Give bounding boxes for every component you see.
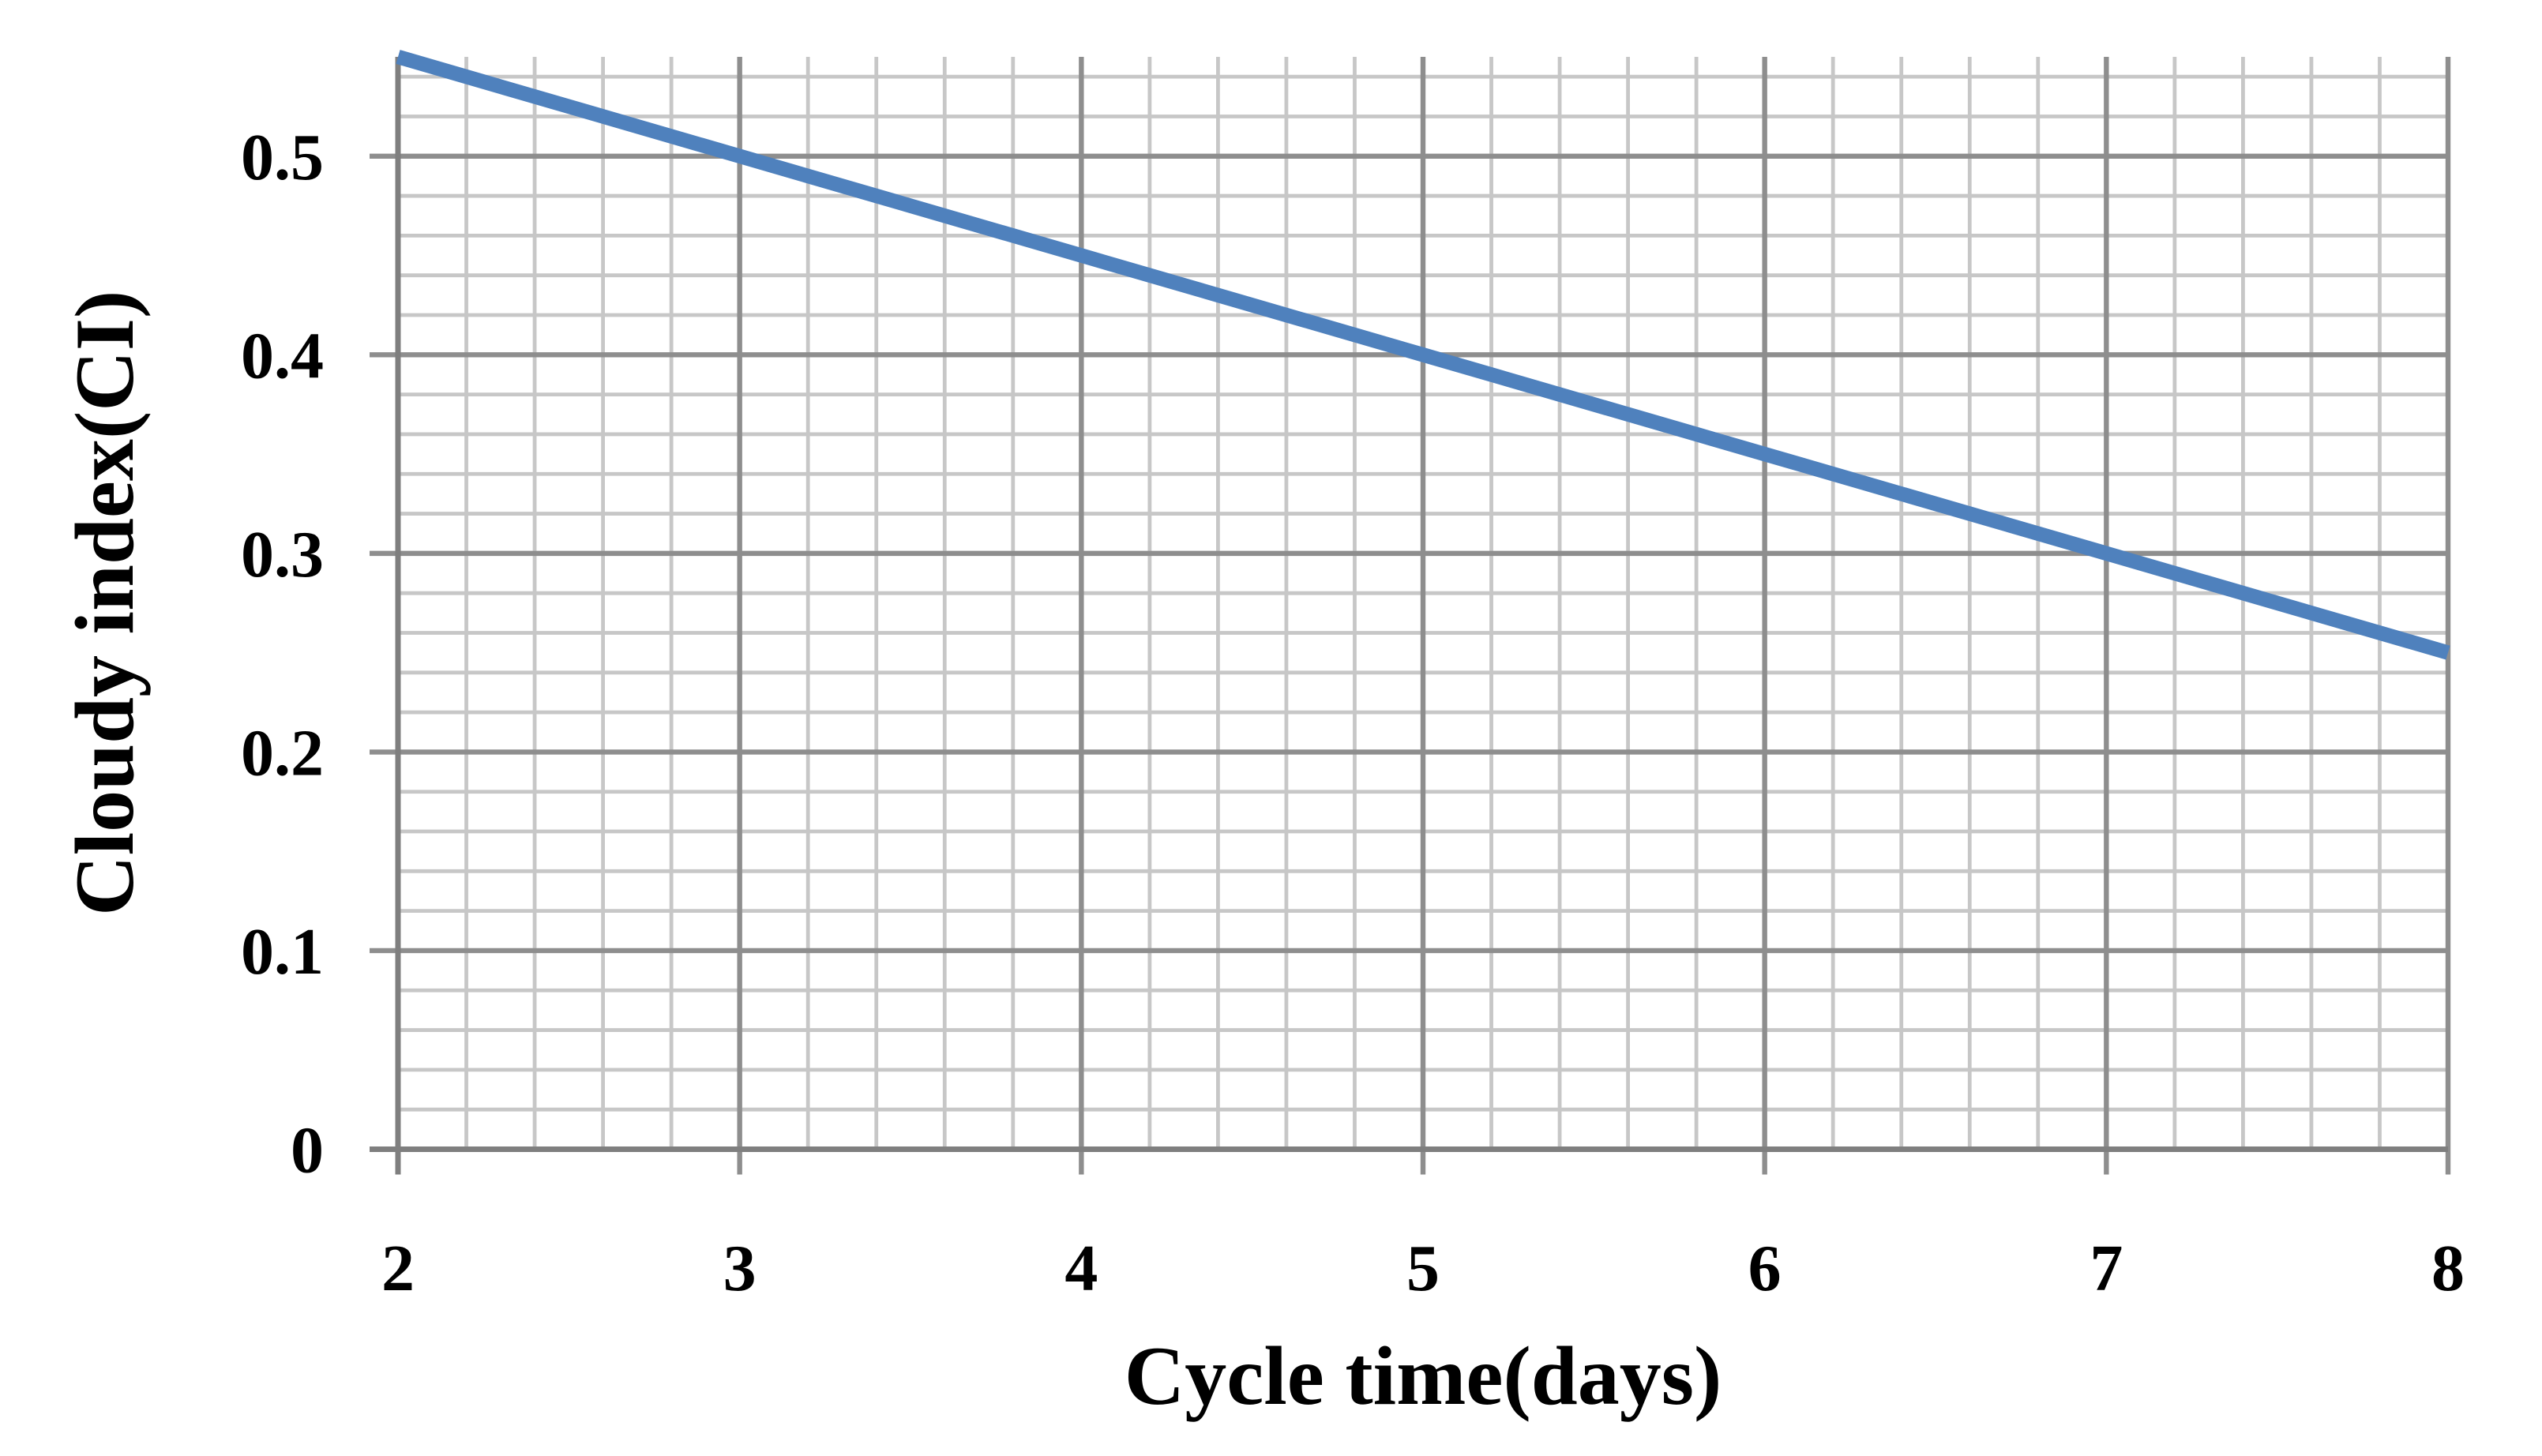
tick-labels: 0 0.1 0.2 0.3 0.4 0.5 2 3 4 5 6 7 8 (241, 121, 2465, 1305)
grid-major (370, 57, 2451, 1175)
axes (370, 57, 2448, 1175)
y-tick-label: 0.4 (241, 319, 324, 392)
series-line (396, 50, 2450, 660)
x-tick-label: 7 (2090, 1232, 2123, 1305)
x-tick-label: 8 (2431, 1232, 2465, 1305)
y-axis-title: Cloudy index(CI) (58, 291, 151, 916)
x-tick-label: 5 (1406, 1232, 1440, 1305)
y-tick-label: 0.2 (241, 716, 324, 790)
x-tick-label: 6 (1748, 1232, 1782, 1305)
x-tick-label: 4 (1064, 1232, 1098, 1305)
y-tick-label: 0.5 (241, 121, 324, 194)
y-tick-label: 0.3 (241, 518, 324, 591)
x-tick-label: 3 (723, 1232, 757, 1305)
y-tick-label: 0.1 (241, 915, 324, 989)
y-tick-label: 0 (291, 1114, 324, 1188)
x-axis-title: Cycle time(days) (1125, 1330, 1722, 1422)
x-tick-label: 2 (381, 1232, 415, 1305)
